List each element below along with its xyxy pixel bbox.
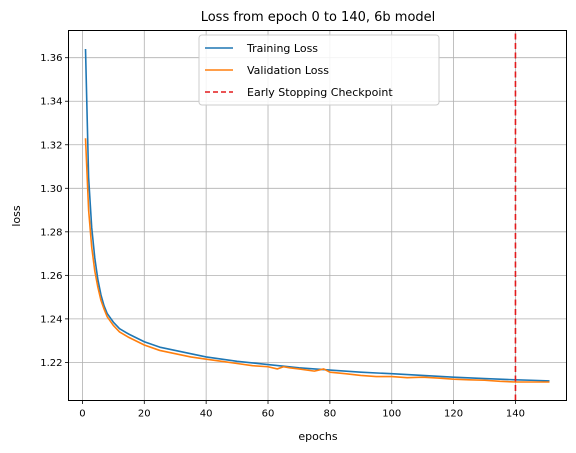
x-tick-label: 80 [324,409,337,420]
y-axis-ticks: 1.22 1.24 1.26 1.28 1.30 1.32 1.34 1.36 [40,53,69,369]
y-tick-label: 1.24 [40,314,62,325]
chart-title: Loss from epoch 0 to 140, 6b model [201,10,436,25]
x-tick-label: 20 [138,409,151,420]
y-tick-label: 1.34 [40,97,62,108]
training-loss-line [84,48,550,382]
x-tick-label: 140 [506,409,525,420]
y-tick-label: 1.32 [40,140,62,151]
y-tick-label: 1.36 [40,53,62,64]
validation-loss-line [84,138,550,383]
y-tick-label: 1.26 [40,271,62,282]
plot-frame [68,30,567,401]
y-tick-label: 1.28 [40,227,62,238]
x-tick-label: 40 [200,409,213,420]
x-tick-label: 60 [262,409,275,420]
y-tick-label: 1.30 [40,184,62,195]
x-axis-ticks: 0 20 40 60 80 100 120 140 [79,400,525,420]
legend-box [198,34,440,106]
x-tick-label: 120 [444,409,463,420]
legend-label-validation: Validation Loss [247,64,329,77]
x-axis-label: epochs [298,430,337,443]
x-tick-label: 0 [79,409,85,420]
legend: Training Loss Validation Loss Early Stop… [198,34,440,106]
y-tick-label: 1.22 [40,358,62,369]
legend-label-checkpoint: Early Stopping Checkpoint [247,86,393,99]
y-axis-label: loss [10,205,23,227]
series-layer [84,30,550,401]
x-tick-label: 100 [382,409,401,420]
legend-label-training: Training Loss [246,42,318,55]
